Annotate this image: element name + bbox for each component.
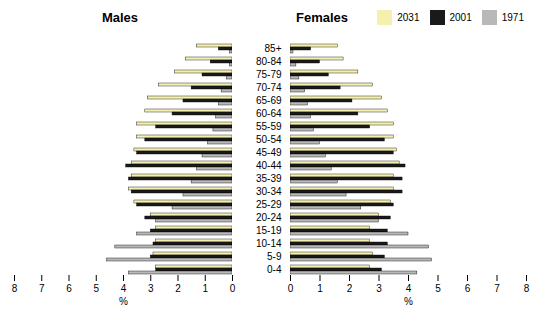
svg-text:0: 0	[288, 283, 294, 294]
svg-text:25-29: 25-29	[256, 199, 282, 210]
svg-text:5: 5	[435, 283, 441, 294]
svg-text:35-39: 35-39	[256, 173, 282, 184]
svg-text:55-59: 55-59	[256, 121, 282, 132]
svg-text:4: 4	[406, 283, 412, 294]
svg-text:60-64: 60-64	[256, 108, 282, 119]
html-text:Males: Males	[101, 9, 139, 25]
svg-text:4: 4	[121, 283, 127, 294]
svg-text:2: 2	[347, 283, 353, 294]
svg-text:15-19: 15-19	[256, 225, 282, 236]
svg-text:8: 8	[12, 283, 18, 294]
svg-text:65-69: 65-69	[256, 95, 282, 106]
svg-text:7: 7	[39, 283, 45, 294]
svg-text:3: 3	[376, 283, 382, 294]
html-text:2001: 2001	[449, 11, 472, 23]
svg-text:70-74: 70-74	[256, 82, 282, 93]
svg-text:%: %	[119, 296, 128, 307]
svg-text:0-4: 0-4	[267, 264, 282, 275]
svg-text:%: %	[404, 296, 413, 307]
svg-text:45-49: 45-49	[256, 147, 282, 158]
svg-text:7: 7	[494, 283, 500, 294]
html-text:2031: 2031	[397, 11, 420, 23]
html-text:1971: 1971	[501, 11, 524, 23]
svg-text:5: 5	[93, 283, 99, 294]
svg-text:8: 8	[524, 283, 530, 294]
svg-text:80-84: 80-84	[256, 56, 282, 67]
svg-text:0: 0	[230, 283, 236, 294]
svg-text:6: 6	[66, 283, 72, 294]
svg-text:1: 1	[317, 283, 323, 294]
svg-text:30-34: 30-34	[256, 186, 282, 197]
svg-text:6: 6	[465, 283, 471, 294]
svg-text:20-24: 20-24	[256, 212, 282, 223]
svg-text:40-44: 40-44	[256, 160, 282, 171]
svg-text:2: 2	[175, 283, 181, 294]
html-text:Females: Females	[296, 9, 348, 25]
svg-text:3: 3	[148, 283, 154, 294]
svg-text:1: 1	[202, 283, 208, 294]
svg-text:10-14: 10-14	[256, 238, 282, 249]
svg-text:5-9: 5-9	[267, 251, 282, 262]
svg-text:50-54: 50-54	[256, 134, 282, 145]
svg-text:75-79: 75-79	[256, 69, 282, 80]
svg-text:85+: 85+	[265, 43, 282, 54]
